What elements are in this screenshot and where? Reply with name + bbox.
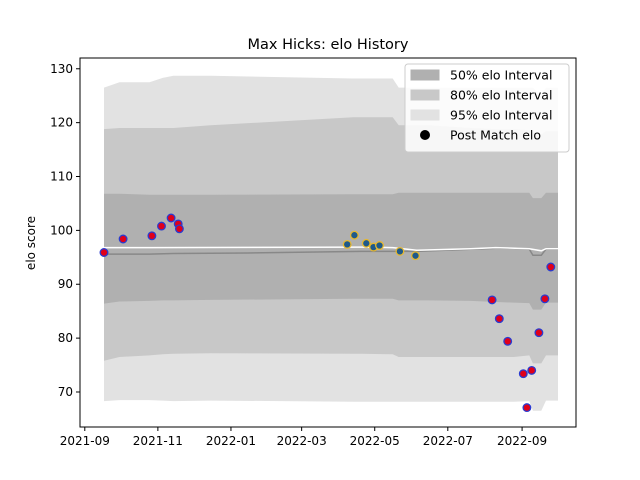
post-match-point <box>375 241 384 250</box>
legend-label: 80% elo Interval <box>450 88 552 103</box>
legend-swatch <box>410 109 440 121</box>
y-tick-label: 100 <box>50 223 73 237</box>
post-match-point <box>99 248 109 257</box>
plot-frame <box>79 57 577 428</box>
post-match-point <box>157 221 166 231</box>
post-match-point <box>503 336 513 346</box>
y-tick-label: 130 <box>50 62 73 76</box>
y-tick-label: 90 <box>58 277 73 291</box>
interval-bands <box>104 75 558 411</box>
legend-marker <box>420 130 430 140</box>
x-tick-label: 2021-11 <box>133 434 183 448</box>
post-match-point <box>349 230 359 240</box>
post-match-point <box>174 224 184 234</box>
y-axis-label: elo score <box>24 216 38 270</box>
y-axis-ticks: 70 80 90 100 110 120 130 <box>50 62 80 399</box>
x-tick-label: 2022-09 <box>497 434 547 448</box>
post-match-point <box>527 365 537 375</box>
legend: 50% elo Interval 80% elo Interval 95% elo … <box>404 63 570 153</box>
post-match-point <box>411 251 420 261</box>
post-match-point <box>487 295 497 305</box>
median-elo-line <box>104 246 558 252</box>
post-match-point <box>342 239 352 249</box>
x-tick-label: 2022-05 <box>350 434 400 448</box>
legend-swatch <box>410 89 440 101</box>
x-tick-label: 2022-03 <box>277 434 327 448</box>
post-match-point <box>395 246 405 256</box>
y-tick-label: 110 <box>50 170 73 184</box>
legend-label: Post Match elo <box>450 128 541 143</box>
y-tick-label: 80 <box>58 331 73 345</box>
legend-swatch <box>410 69 440 81</box>
legend-label: 95% elo Interval <box>450 108 552 123</box>
post-match-point <box>147 231 157 241</box>
post-match-point <box>522 403 532 413</box>
post-match-point <box>546 262 556 272</box>
trend-lines <box>104 246 558 256</box>
post-match-point <box>166 213 176 223</box>
x-axis-ticks: 2021-09 2021-11 2022-01 2022-03 2022-05 2022-… <box>60 427 547 448</box>
post-match-point <box>494 314 504 324</box>
chart-title: Max Hicks: elo History <box>248 37 409 53</box>
post-match-point <box>118 234 128 244</box>
legend-label: 50% elo Interval <box>450 68 552 83</box>
y-tick-label: 70 <box>58 385 73 399</box>
post-match-point <box>518 369 528 379</box>
mean-elo-line <box>104 247 558 256</box>
legend-box <box>404 63 570 153</box>
y-tick-label: 120 <box>50 116 73 130</box>
post-match-point <box>540 294 550 304</box>
x-tick-label: 2022-01 <box>206 434 256 448</box>
post-match-point <box>534 328 544 338</box>
x-tick-label: 2022-07 <box>423 434 473 448</box>
x-tick-label: 2021-09 <box>60 434 110 448</box>
post-match-point <box>361 238 371 248</box>
post-match-points <box>99 213 556 413</box>
